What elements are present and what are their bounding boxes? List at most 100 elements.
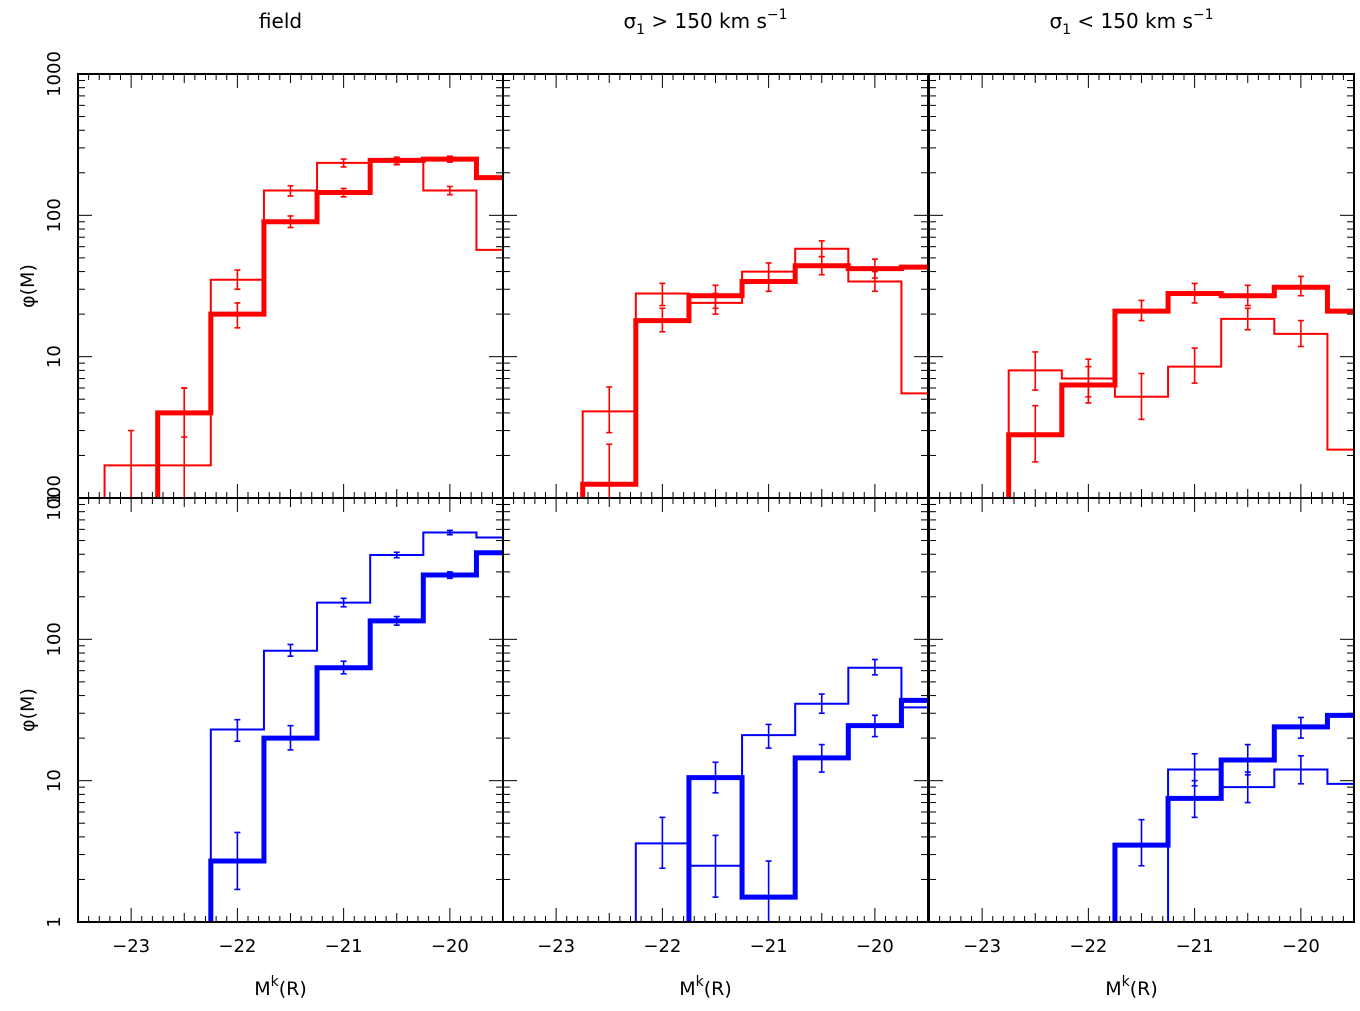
error-bar [1138, 372, 1145, 421]
error-bar [1297, 754, 1304, 785]
ticks [77, 497, 504, 923]
panel-r1-c0: −23 −22 −21 −20 1 10 100 1000 [44, 475, 504, 957]
histogram-step-thin [103, 160, 503, 498]
error-bar [1191, 282, 1198, 304]
axis-labels: φ(M) φ(M) Mk(R) Mk(R) Mk(R) [17, 264, 1158, 1000]
error-bar [1085, 365, 1092, 404]
histogram-step-thick [1112, 712, 1354, 922]
series-group [1112, 712, 1354, 922]
x-tick-label: −20 [431, 936, 469, 957]
error-bar [340, 597, 347, 608]
error-bar [765, 270, 772, 293]
error-bar [818, 743, 825, 773]
error-bar [712, 761, 719, 794]
error-bar [606, 443, 613, 498]
x-axis-label: Mk(R) [254, 974, 307, 1000]
x-tick-label: −20 [856, 936, 894, 957]
error-bar [1244, 743, 1251, 776]
error-bar [606, 386, 613, 434]
error-bar [1191, 779, 1198, 819]
error-bar [393, 551, 400, 559]
error-bar [340, 187, 347, 198]
column-title-2: σ1 < 150 km s−1 [1049, 7, 1213, 38]
error-bar [818, 255, 825, 276]
y-axis-label: φ(M) [17, 264, 39, 308]
error-bar [234, 302, 241, 329]
x-tick-label: −22 [1069, 936, 1107, 957]
y-tick-label: 1000 [44, 51, 65, 97]
error-bar [1244, 307, 1251, 331]
ticks [77, 73, 504, 499]
error-bar [765, 723, 772, 749]
error-bar [1297, 716, 1304, 739]
x-tick-label: −22 [643, 936, 681, 957]
y-tick-label: 100 [44, 622, 65, 656]
error-bar [287, 215, 294, 229]
histogram-step-thick [686, 697, 928, 922]
x-tick-label: −22 [218, 936, 256, 957]
x-tick-label: −23 [112, 936, 150, 957]
error-bar [446, 155, 453, 163]
error-bar [1297, 275, 1304, 297]
error-bar [1297, 319, 1304, 348]
y-tick-label: 100 [44, 198, 65, 232]
error-bar [340, 158, 347, 168]
error-bar [659, 816, 666, 870]
panel-frame [928, 497, 1355, 923]
y-tick-label: 10 [44, 769, 65, 792]
histogram-step-thick [155, 156, 503, 498]
error-bar [1191, 347, 1198, 384]
x-tick-label: −23 [537, 936, 575, 957]
panel-r1-c2: −23 −22 −21 −20 [928, 497, 1355, 957]
error-bar [128, 429, 135, 498]
error-bar [712, 284, 719, 310]
y-tick-label: 1 [44, 916, 65, 927]
error-bar [393, 156, 400, 166]
error-bar [871, 658, 878, 676]
histogram-step-thin [1007, 317, 1354, 498]
error-bar [1032, 404, 1039, 463]
error-bar [871, 258, 878, 279]
error-bar [818, 693, 825, 715]
histogram-step-thick [1006, 284, 1354, 498]
column-titles: field σ1 > 150 km s−1 σ1 < 150 km s−1 [259, 7, 1214, 38]
error-bar [287, 184, 294, 197]
error-bar [1138, 299, 1145, 322]
histogram-step-thick [580, 263, 928, 498]
x-tick-label: −23 [963, 936, 1001, 957]
series-group [580, 240, 928, 498]
error-bar [1138, 818, 1145, 867]
column-title-0: field [259, 9, 302, 33]
series-group [208, 529, 503, 922]
column-title-1: σ1 > 150 km s−1 [623, 7, 787, 38]
ticks [928, 497, 1355, 923]
histogram-step-thin [634, 666, 928, 922]
error-bar [287, 724, 294, 751]
panel-r0-c2 [928, 73, 1355, 499]
error-bar [181, 387, 188, 438]
y-tick-label: 1 [44, 492, 65, 503]
series-group [103, 155, 503, 498]
x-tick-label: −20 [1282, 936, 1320, 957]
histogram-step-thin [209, 531, 503, 922]
y-tick-label: 1000 [44, 475, 65, 521]
error-bar [234, 831, 241, 891]
error-bar [446, 185, 453, 196]
error-bar [659, 307, 666, 333]
error-bar [446, 529, 453, 536]
y-axis-label: φ(M) [17, 688, 39, 732]
error-bar [446, 571, 453, 580]
error-bar [1032, 351, 1039, 391]
error-bar [234, 718, 241, 743]
panel-frame [77, 497, 504, 923]
panel-frame [77, 73, 504, 499]
error-bar [234, 269, 241, 291]
x-axis-label: Mk(R) [1105, 974, 1158, 1000]
error-bar [1244, 284, 1251, 307]
x-axis-label: Mk(R) [679, 974, 732, 1000]
error-bar [393, 615, 400, 626]
error-bar [659, 282, 666, 307]
histogram-step-thick [208, 550, 503, 922]
x-tick-label: −21 [750, 936, 788, 957]
